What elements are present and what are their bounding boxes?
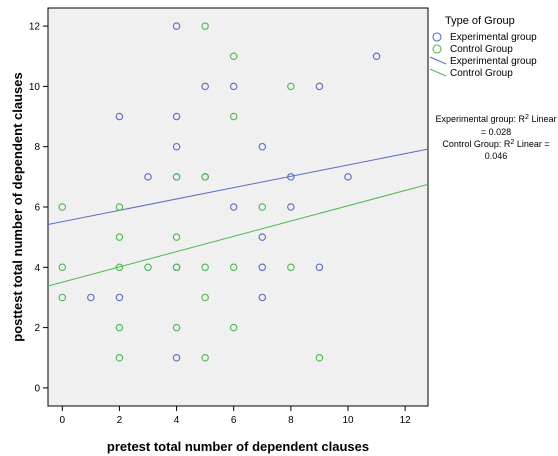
control-data-point <box>315 354 324 362</box>
control-data-point <box>201 22 209 30</box>
control-data-point <box>287 263 295 272</box>
legend-title: Type of Group <box>445 15 515 27</box>
control-data-point <box>144 263 152 272</box>
control-data-point <box>201 263 209 272</box>
experimental-data-point <box>144 173 152 181</box>
legend-entry-label: Experimental group <box>450 32 537 43</box>
experimental-data-point <box>315 263 324 272</box>
control-data-point <box>229 263 238 272</box>
control-data-point <box>201 293 209 302</box>
experimental-data-point <box>229 203 238 211</box>
experimental-data-point <box>258 142 267 151</box>
fit-lines <box>48 148 428 287</box>
experimental-data-point <box>115 293 124 302</box>
experimental-data-point <box>172 112 181 121</box>
x-tick-label: 12 <box>400 415 412 426</box>
legend-entry-label: Control Group <box>450 44 513 55</box>
y-tick-label: 2 <box>34 323 40 334</box>
experimental-data-point <box>229 82 238 91</box>
experimental-data-point <box>287 203 295 211</box>
control-data-point <box>287 82 295 91</box>
experimental-fit-line <box>48 148 428 225</box>
y-tick-label: 0 <box>34 383 40 394</box>
control-data-point <box>115 323 124 332</box>
control-data-point <box>115 203 124 211</box>
control-data-point <box>229 323 238 332</box>
experimental-data-point <box>87 293 95 302</box>
control-data-point <box>172 173 181 181</box>
control-data-point <box>201 354 209 362</box>
experimental-r2-annotation: Experimental group: R2 Linear <box>436 114 557 125</box>
plot-area <box>47 7 429 407</box>
control-data-point <box>58 293 67 302</box>
r2-annotations: Experimental group: R2 Linear = 0.028 Co… <box>436 114 557 162</box>
experimental-data-point <box>258 233 267 241</box>
experimental-data-point <box>115 112 124 121</box>
control-data-point <box>258 203 267 211</box>
legend-entry-label: Control Group <box>450 68 513 79</box>
legend-marker <box>432 32 442 42</box>
x-tick-label: 0 <box>60 415 66 426</box>
control-data-point <box>172 263 181 272</box>
control-data-point <box>58 263 67 272</box>
control-data-point <box>172 323 181 332</box>
control-data-point <box>201 173 209 181</box>
experimental-data-point <box>172 22 181 30</box>
legend: Type of Group Experimental groupControl … <box>429 15 537 79</box>
x-tick-label: 2 <box>117 415 123 426</box>
legend-entry-label: Experimental group <box>450 56 537 67</box>
data-points <box>58 22 381 362</box>
control-data-point <box>229 112 238 121</box>
legend-line <box>429 68 447 77</box>
y-tick-label: 12 <box>29 22 41 33</box>
experimental-data-point <box>315 82 324 91</box>
x-tick-label: 4 <box>174 415 180 426</box>
control-data-point <box>58 203 67 211</box>
x-tick-label: 6 <box>231 415 237 426</box>
x-axis: 0 2 4 6 8 10 12 <box>60 406 412 426</box>
x-tick-label: 8 <box>288 415 294 426</box>
legend-marker <box>432 44 442 54</box>
experimental-data-point <box>287 173 295 181</box>
control-fit-line <box>48 183 428 287</box>
x-tick-label: 10 <box>342 415 354 426</box>
control-data-point <box>172 233 181 241</box>
y-tick-label: 10 <box>29 82 41 93</box>
y-tick-label: 8 <box>34 142 40 153</box>
experimental-data-point <box>372 52 381 60</box>
y-axis-title: posttest total number of dependent claus… <box>10 72 25 341</box>
control-r2-value: 0.046 <box>485 151 508 161</box>
legend-line <box>429 56 447 65</box>
experimental-data-point <box>201 82 209 91</box>
experimental-r2-value: = 0.028 <box>481 127 511 137</box>
control-data-point <box>115 354 124 362</box>
experimental-data-point <box>344 173 352 181</box>
control-r2-annotation: Control Group: R2 Linear = <box>442 139 549 150</box>
y-tick-label: 4 <box>34 263 40 274</box>
y-tick-label: 6 <box>34 203 40 214</box>
experimental-data-point <box>172 354 181 362</box>
x-axis-title: pretest total number of dependent clause… <box>107 439 369 454</box>
control-data-point <box>115 233 124 241</box>
control-data-point <box>115 263 124 272</box>
y-axis: 0 2 4 6 8 10 12 <box>29 22 48 394</box>
experimental-data-point <box>172 142 181 151</box>
control-data-point <box>229 52 238 60</box>
experimental-data-point <box>258 263 267 272</box>
experimental-data-point <box>258 293 267 302</box>
